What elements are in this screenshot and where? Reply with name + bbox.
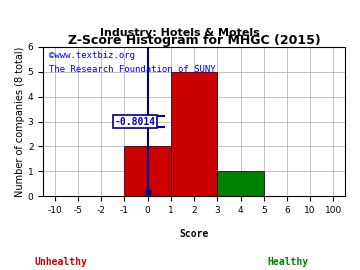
Text: Industry: Hotels & Motels: Industry: Hotels & Motels [100,28,260,38]
Y-axis label: Number of companies (8 total): Number of companies (8 total) [15,46,25,197]
Bar [171,72,217,196]
Title: Z-Score Histogram for MHGC (2015): Z-Score Histogram for MHGC (2015) [68,34,320,47]
Text: Unhealthy: Unhealthy [35,257,87,267]
Bar [125,146,171,196]
Text: ©www.textbiz.org: ©www.textbiz.org [49,51,135,60]
Text: -0.8014: -0.8014 [114,117,156,127]
X-axis label: Score: Score [179,229,209,239]
Text: Healthy: Healthy [267,257,309,267]
Bar [217,171,264,196]
Text: The Research Foundation of SUNY: The Research Foundation of SUNY [49,65,216,74]
